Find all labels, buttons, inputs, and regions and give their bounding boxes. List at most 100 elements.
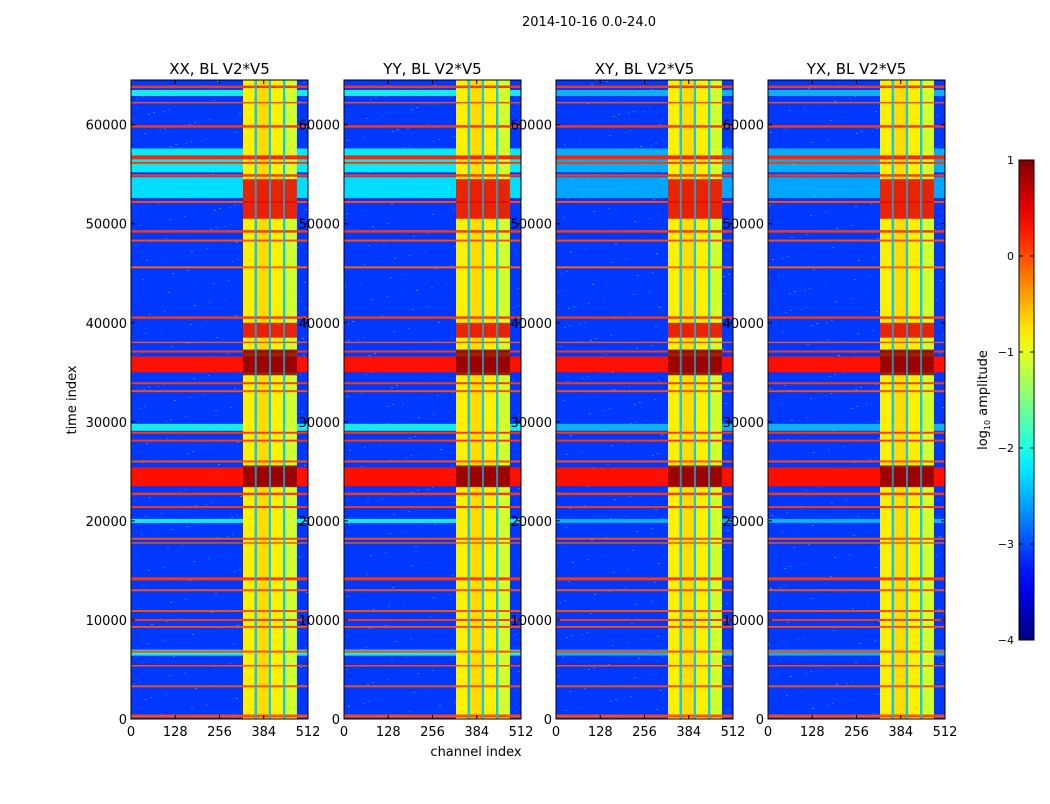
noise-speck xyxy=(404,347,406,348)
noise-speck xyxy=(859,643,861,644)
noise-speck xyxy=(640,329,642,330)
noise-speck xyxy=(597,648,599,649)
rfi-band xyxy=(344,350,521,353)
noise-speck xyxy=(352,321,354,322)
noise-speck xyxy=(806,234,808,235)
noise-speck xyxy=(570,435,572,436)
noise-speck xyxy=(435,268,437,269)
noise-speck xyxy=(363,703,365,704)
rfi-band xyxy=(556,650,733,653)
cyan-band xyxy=(556,518,733,523)
noise-speck xyxy=(771,698,773,699)
y-tick-label: 20000 xyxy=(511,515,552,530)
noise-speck xyxy=(376,663,378,664)
noise-speck xyxy=(842,702,844,703)
noise-speck xyxy=(186,526,188,527)
noise-speck xyxy=(783,275,785,276)
noise-speck xyxy=(180,691,182,692)
noise-speck xyxy=(444,613,446,614)
rfi-band xyxy=(344,506,521,509)
noise-speck xyxy=(348,340,350,341)
y-tick-label: 50000 xyxy=(723,218,764,233)
noise-speck xyxy=(242,350,244,351)
noise-speck xyxy=(368,701,370,702)
noise-speck xyxy=(221,701,223,702)
noise-speck xyxy=(662,544,664,545)
noise-speck xyxy=(725,403,727,404)
noise-speck xyxy=(227,536,229,537)
noise-speck xyxy=(798,638,800,639)
noise-speck xyxy=(516,634,518,635)
noise-speck xyxy=(789,110,791,111)
noise-speck xyxy=(774,296,776,297)
noise-speck xyxy=(401,110,403,111)
y-tick-label: 50000 xyxy=(86,218,127,233)
noise-speck xyxy=(401,293,403,294)
y-tick-label: 10000 xyxy=(86,614,127,629)
noise-speck xyxy=(786,695,788,696)
panel-2: YY, BL V2*V5 0 128 256 384 512 0 10000 20000 3000… xyxy=(299,60,534,740)
noise-speck xyxy=(938,609,940,610)
noise-speck xyxy=(725,220,727,221)
noise-speck xyxy=(387,406,389,407)
noise-speck xyxy=(403,147,405,148)
noise-speck xyxy=(360,283,362,284)
noise-speck xyxy=(419,527,421,528)
noise-speck xyxy=(787,622,789,623)
noise-speck xyxy=(452,392,454,393)
noise-speck xyxy=(441,376,443,377)
noise-speck xyxy=(817,250,819,251)
noise-speck xyxy=(390,277,392,278)
noise-speck xyxy=(207,631,209,632)
noise-speck xyxy=(237,259,239,260)
rfi-band xyxy=(131,266,308,269)
noise-speck xyxy=(241,606,243,607)
noise-speck xyxy=(620,607,622,608)
noise-speck xyxy=(181,435,183,436)
noise-speck xyxy=(604,410,606,411)
noise-speck xyxy=(405,274,407,275)
noise-speck xyxy=(791,603,793,604)
noise-speck xyxy=(875,384,877,385)
noise-speck xyxy=(205,138,207,139)
noise-speck xyxy=(515,251,517,252)
noise-speck xyxy=(590,340,592,341)
noise-speck xyxy=(804,107,806,108)
rfi-band xyxy=(131,685,308,688)
rfi-band xyxy=(556,665,733,667)
noise-speck xyxy=(655,326,657,327)
noise-speck xyxy=(165,238,167,239)
noise-speck xyxy=(725,586,727,587)
noise-speck xyxy=(217,81,219,82)
noise-speck xyxy=(729,384,731,385)
noise-speck xyxy=(449,338,451,339)
noise-speck xyxy=(305,209,307,210)
noise-speck xyxy=(855,662,857,663)
noise-speck xyxy=(823,85,825,86)
noise-speck xyxy=(641,712,643,713)
noise-speck xyxy=(173,200,175,201)
noise-speck xyxy=(408,145,410,146)
noise-speck xyxy=(797,711,799,712)
noise-speck xyxy=(659,307,661,308)
noise-speck xyxy=(838,82,840,83)
noise-speck xyxy=(624,588,626,589)
noise-speck xyxy=(603,300,605,301)
noise-speck xyxy=(166,438,168,439)
x-axis-label: channel index xyxy=(430,745,521,760)
rfi-band xyxy=(768,492,945,496)
noise-speck xyxy=(773,552,775,553)
noise-speck xyxy=(224,116,226,117)
x-tick-label: 128 xyxy=(588,725,613,740)
noise-speck xyxy=(448,228,450,229)
noise-speck xyxy=(183,289,185,290)
noise-speck xyxy=(388,423,390,424)
noise-speck xyxy=(816,323,818,324)
noise-speck xyxy=(442,303,444,304)
noise-speck xyxy=(614,682,616,683)
rfi-band xyxy=(131,316,308,319)
noise-speck xyxy=(782,258,784,259)
noise-speck xyxy=(447,211,449,212)
noise-speck xyxy=(423,325,425,326)
noise-speck xyxy=(641,256,643,257)
